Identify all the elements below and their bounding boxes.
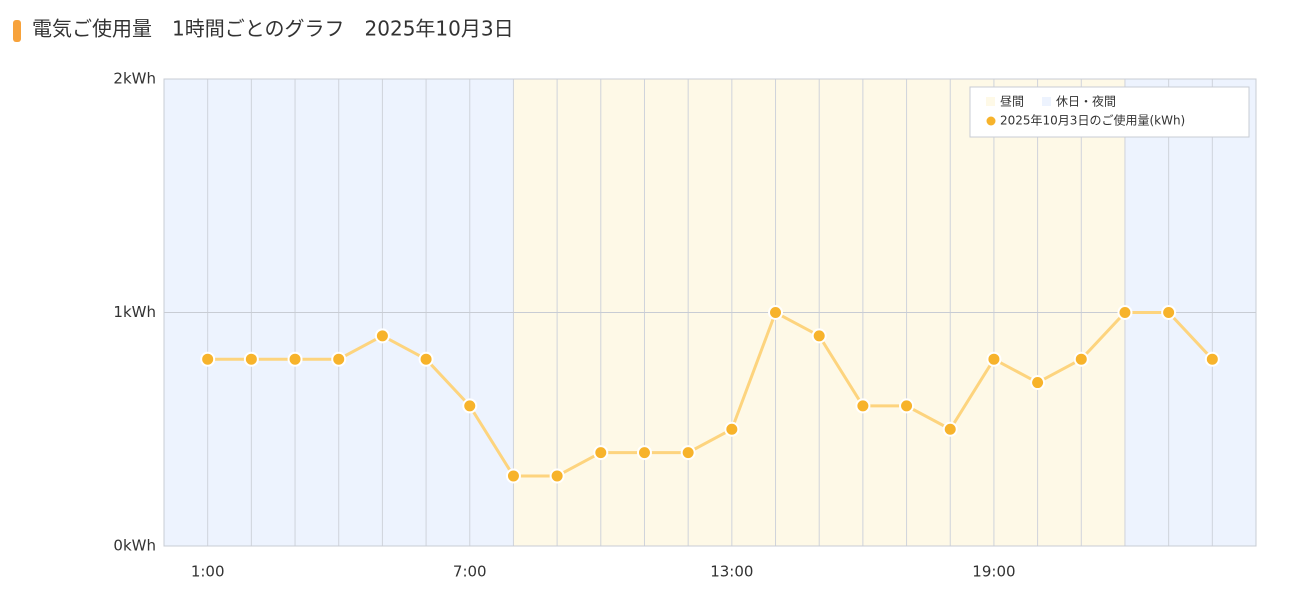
- data-point: [724, 421, 740, 437]
- x-tick-label: 1:00: [191, 563, 225, 581]
- data-point: [331, 351, 347, 367]
- data-point: [636, 445, 652, 461]
- chart-title: 電気ご使用量 1時間ごとのグラフ 2025年10月3日: [32, 17, 514, 41]
- data-point: [549, 468, 565, 484]
- x-tick-label: 13:00: [710, 563, 753, 581]
- title-marker: [13, 20, 21, 42]
- data-point: [418, 351, 434, 367]
- data-point: [1161, 305, 1177, 320]
- data-point: [1073, 351, 1089, 367]
- data-point: [1204, 351, 1220, 367]
- x-tick-label: 7:00: [453, 563, 487, 581]
- data-point: [593, 445, 609, 461]
- legend-swatch: [986, 116, 996, 126]
- legend-label: 休日・夜間: [1056, 94, 1116, 109]
- legend-swatch: [1042, 97, 1052, 106]
- data-point: [680, 445, 696, 461]
- legend-box: [969, 86, 1250, 138]
- series-line: [207, 310, 1214, 478]
- data-point: [899, 398, 915, 414]
- data-point: [942, 421, 958, 437]
- data-point: [1117, 305, 1133, 320]
- data-point: [243, 351, 259, 367]
- data-point: [986, 351, 1002, 367]
- legend-label: 2025年10月3日のご使用量(kWh): [1000, 113, 1185, 128]
- data-point: [200, 351, 216, 367]
- plot-border: [163, 78, 1257, 547]
- data-point: [374, 328, 390, 344]
- y-tick-label: 2kWh: [113, 70, 156, 88]
- data-point: [505, 468, 521, 484]
- data-point: [811, 328, 827, 344]
- y-tick-label: 0kWh: [113, 537, 156, 555]
- data-point: [855, 398, 871, 414]
- data-point: [287, 351, 303, 367]
- y-tick-label: 1kWh: [113, 303, 156, 321]
- legend-swatch: [986, 97, 995, 106]
- data-point: [768, 305, 784, 320]
- data-point: [1030, 375, 1046, 391]
- legend-label: 昼間: [1000, 95, 1024, 109]
- data-point: [462, 398, 478, 414]
- x-tick-label: 19:00: [972, 563, 1015, 581]
